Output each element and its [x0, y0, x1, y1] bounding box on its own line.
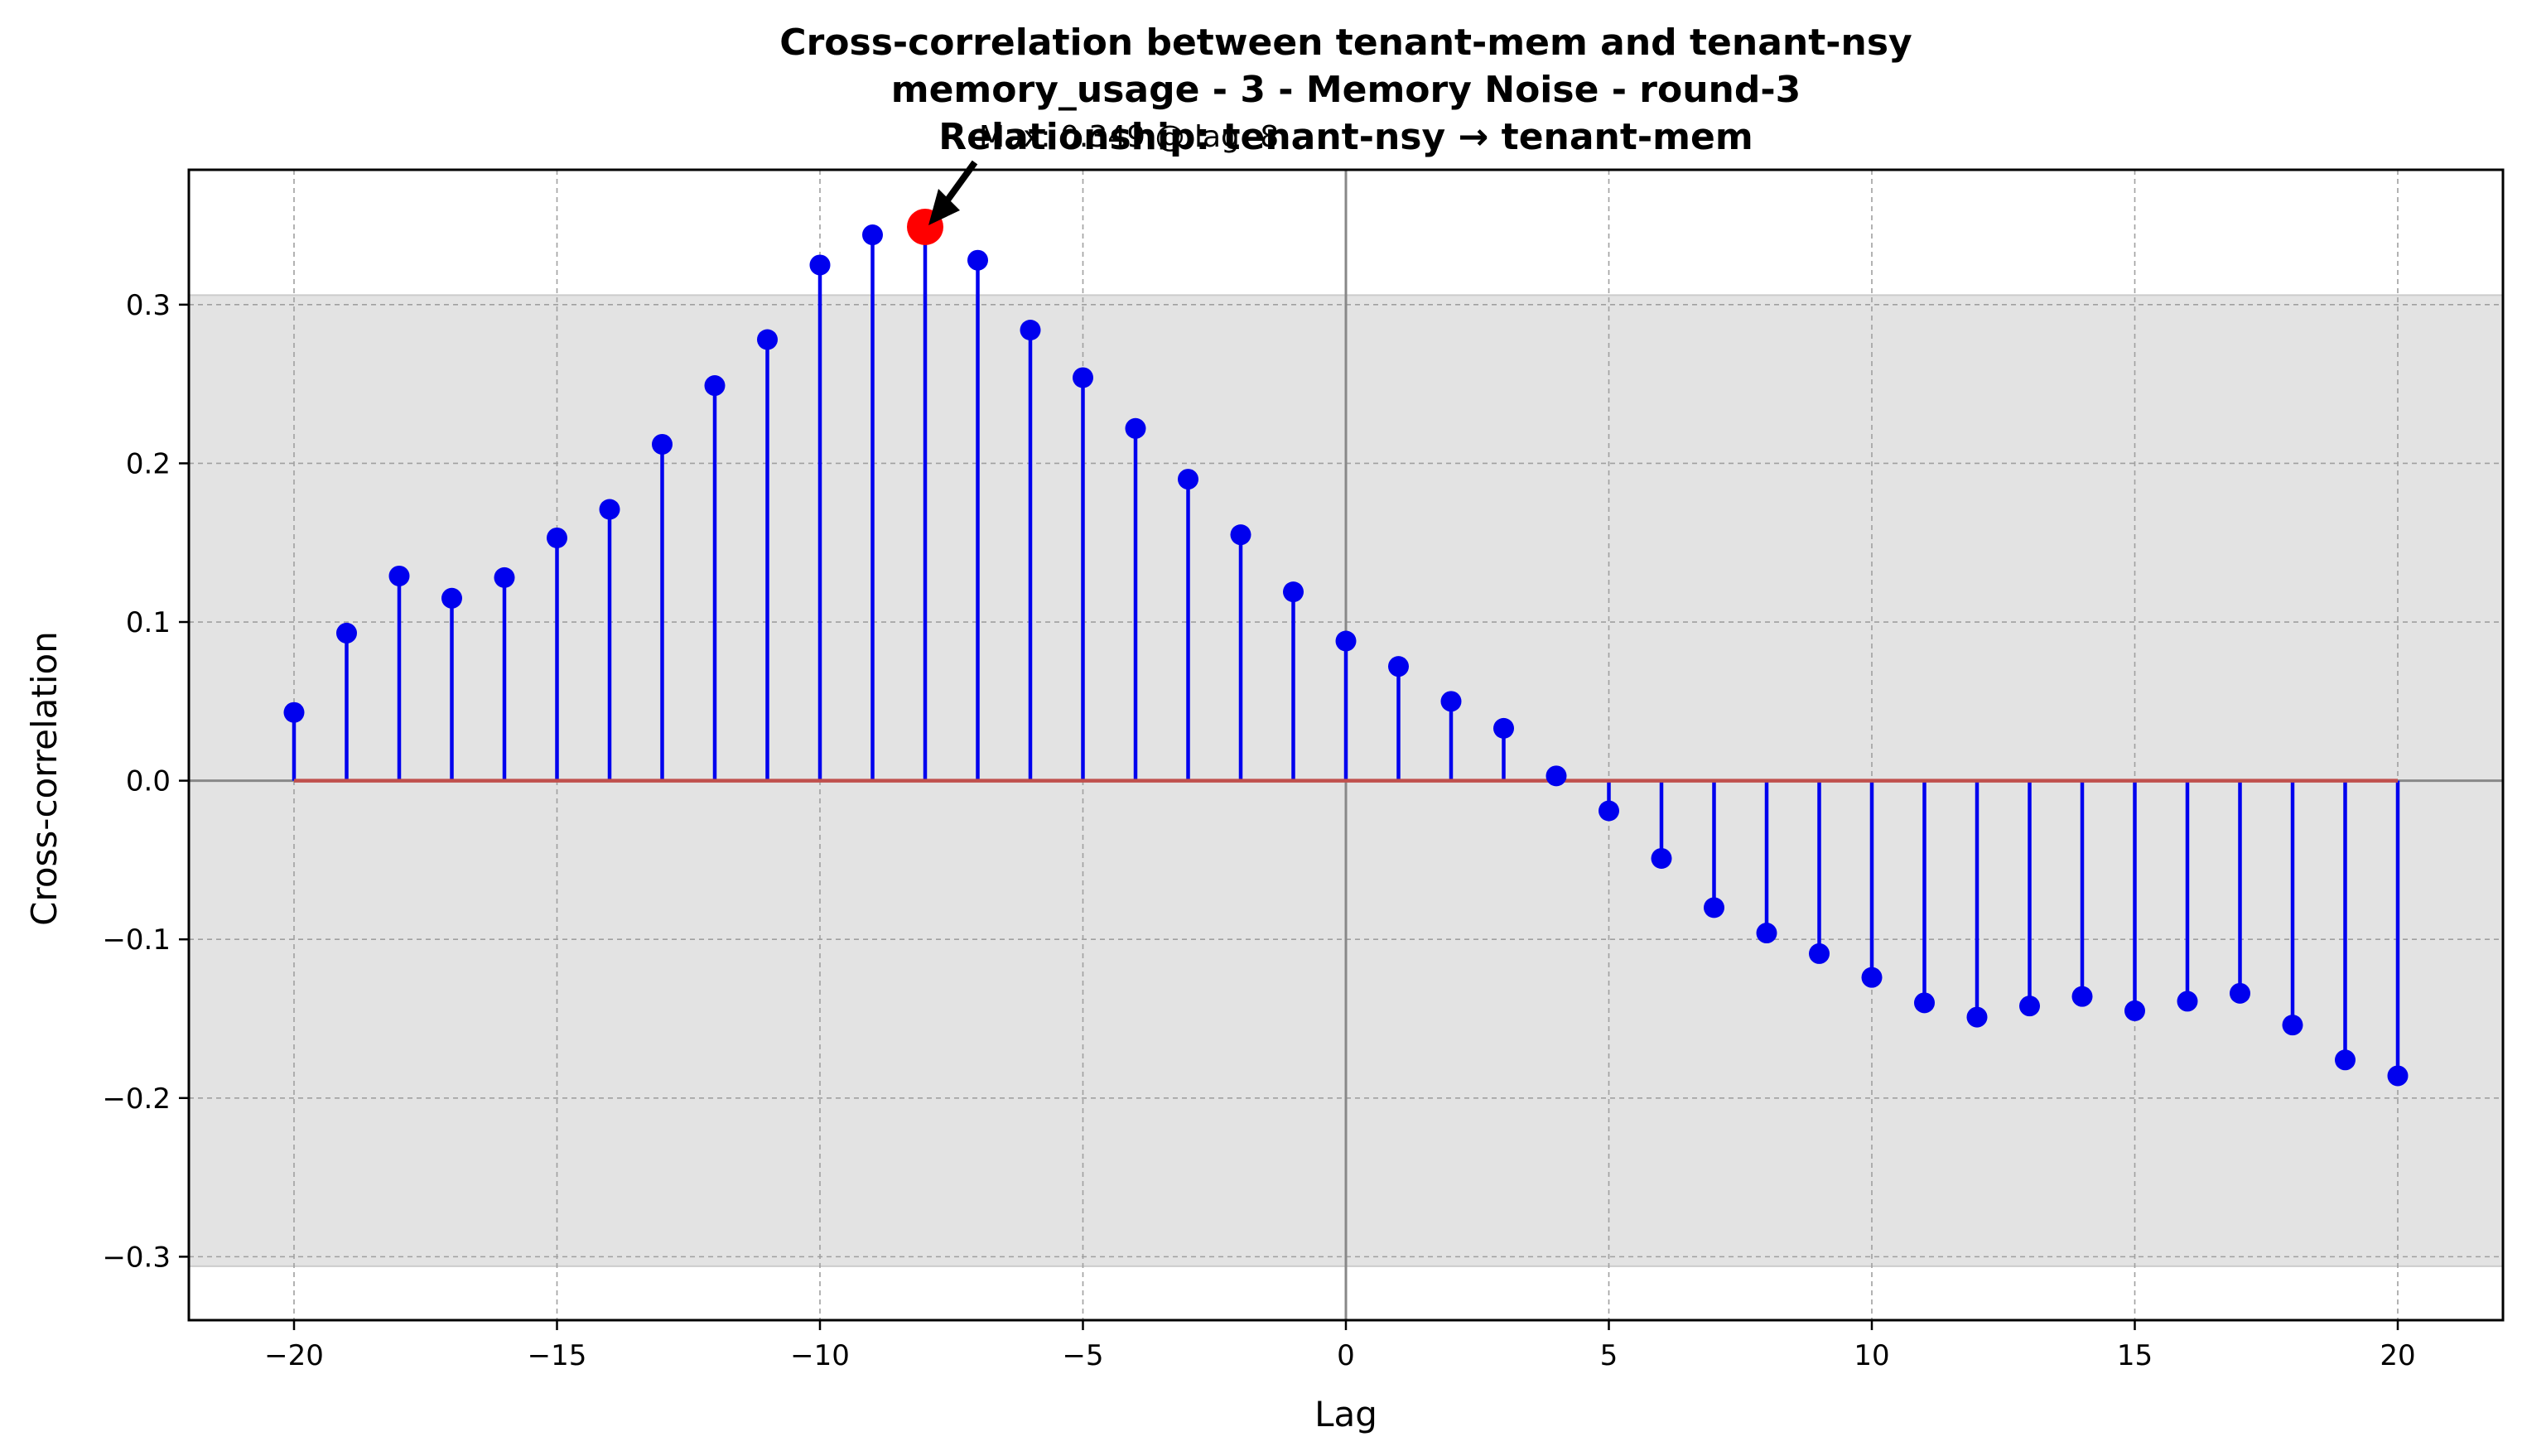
- stem-marker: [2387, 1065, 2409, 1087]
- chart-title-line-1: Cross-correlation between tenant-mem and…: [779, 22, 1912, 64]
- x-tick-label: 20: [2380, 1339, 2415, 1372]
- y-axis-label: Cross-correlation: [24, 631, 65, 926]
- stem-marker: [1073, 367, 1093, 388]
- marker-layer: [283, 208, 2409, 1087]
- stem-marker: [1809, 943, 1830, 964]
- y-tick-label: −0.2: [102, 1082, 171, 1116]
- x-tick-label: 10: [1854, 1339, 1889, 1372]
- stem-marker: [2335, 1049, 2356, 1071]
- x-tick-label: −5: [1062, 1339, 1103, 1372]
- stem-marker: [2230, 982, 2250, 1004]
- stem-marker: [547, 527, 567, 548]
- stem-marker: [1914, 992, 1935, 1014]
- x-tick-label: −15: [528, 1339, 587, 1372]
- stem-marker: [1440, 691, 1462, 712]
- stem-marker: [652, 433, 673, 455]
- stem-marker: [2019, 996, 2040, 1017]
- stem-marker: [1651, 847, 1672, 869]
- x-axis-label: Lag: [1314, 1394, 1377, 1434]
- y-tick-label: 0.0: [126, 765, 171, 798]
- stem-marker: [1388, 656, 1409, 677]
- stem-marker: [2124, 1000, 2145, 1021]
- stem-marker: [1546, 765, 1567, 787]
- stem-marker: [862, 224, 883, 246]
- stem-marker: [1704, 897, 1724, 918]
- max-annotation: Max: 0.349 @ lag -8: [928, 120, 1279, 225]
- x-tick-label: 0: [1337, 1339, 1355, 1372]
- chart-title-line-3: Relationship: tenant-nsy → tenant-mem: [938, 116, 1753, 158]
- stem-marker: [441, 587, 462, 609]
- stem-marker: [388, 565, 410, 586]
- stem-marker: [283, 701, 305, 723]
- stem-marker: [1599, 800, 1619, 822]
- stem-marker: [1861, 967, 1883, 988]
- stem-marker: [704, 375, 726, 397]
- stem-marker: [2177, 991, 2198, 1012]
- stem-marker: [757, 329, 778, 350]
- y-tick-label: −0.1: [102, 923, 171, 957]
- stem-marker: [2071, 986, 2093, 1007]
- annotation-arrow-head: [928, 188, 960, 225]
- x-tick-label: 5: [1600, 1339, 1618, 1372]
- x-tick-label: −20: [264, 1339, 324, 1372]
- stem-marker: [1283, 581, 1304, 603]
- stem-marker: [809, 254, 831, 276]
- stem-marker: [967, 249, 988, 271]
- x-tick-label: 15: [2117, 1339, 2153, 1372]
- x-ticks: −20 −15 −10 −5 0 5 10 15 20: [264, 1320, 2416, 1372]
- x-tick-label: −10: [790, 1339, 850, 1372]
- stem-marker: [599, 499, 620, 520]
- stem-marker: [336, 622, 357, 644]
- y-tick-label: 0.1: [126, 606, 171, 639]
- chart-title-line-2: memory_usage - 3 - Memory Noise - round-…: [891, 69, 1801, 111]
- stem-marker: [1020, 320, 1041, 341]
- stem-marker: [1335, 630, 1357, 652]
- stem-marker: [1756, 923, 1777, 944]
- y-ticks: −0.3 −0.2 −0.1 0.0 0.1 0.2 0.3: [102, 289, 189, 1274]
- stem-marker: [1493, 717, 1514, 739]
- annotation-text: Max: 0.349 @ lag -8: [979, 120, 1279, 154]
- stem-layer: [292, 226, 2400, 1076]
- stem-marker: [2282, 1015, 2303, 1036]
- y-tick-label: 0.2: [126, 447, 171, 480]
- stem-marker: [494, 566, 515, 588]
- y-tick-label: 0.3: [126, 289, 171, 322]
- y-tick-label: −0.3: [102, 1241, 171, 1274]
- stem-marker: [1178, 469, 1198, 490]
- stem-marker: [1125, 417, 1146, 439]
- stem-marker: [1230, 524, 1251, 546]
- stem-marker: [1966, 1006, 1988, 1028]
